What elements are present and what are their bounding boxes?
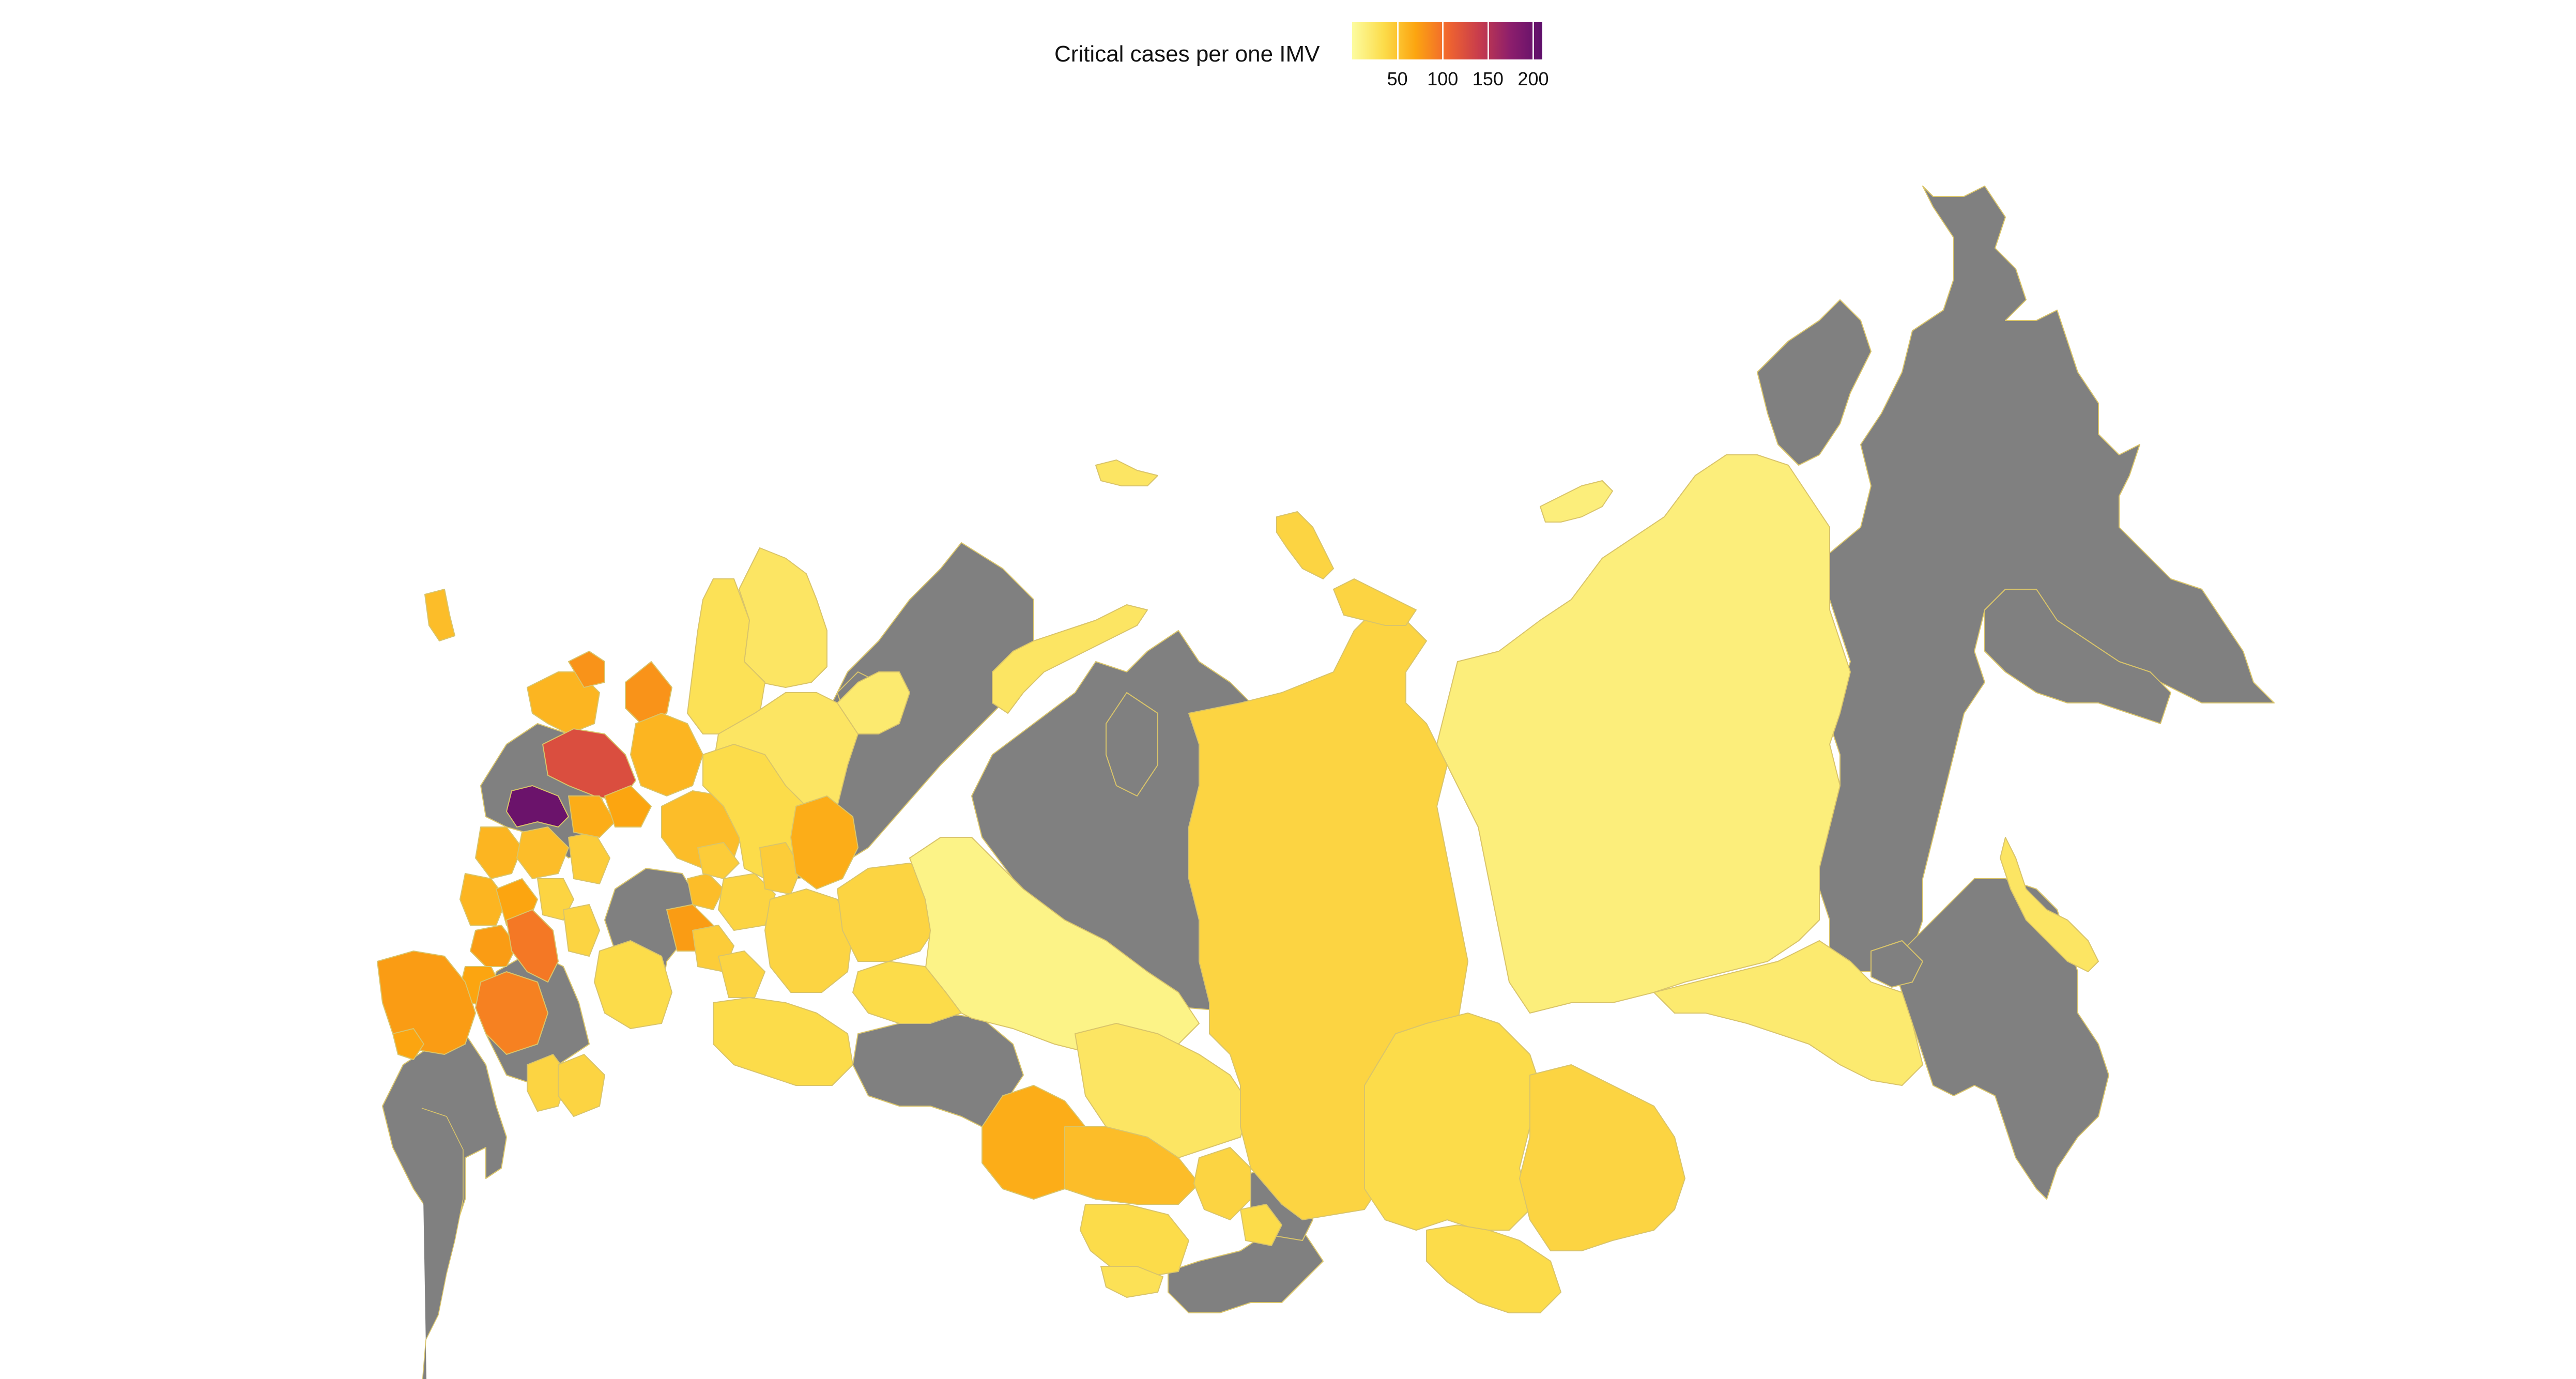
region-adygea — [392, 1028, 424, 1060]
region-tver — [625, 661, 672, 724]
region-altai-krai — [1080, 1204, 1189, 1277]
region-udmurtia — [759, 842, 802, 895]
legend-tick-label: 50 — [1387, 68, 1408, 89]
region-astrakhan — [558, 1054, 605, 1117]
region-bashkortostan — [764, 888, 853, 993]
region-irkutsk — [1364, 1013, 1541, 1231]
legend-tick-mark — [1532, 22, 1535, 59]
region-kaliningrad — [424, 589, 455, 641]
legend-title: Critical cases per one IMV — [1054, 41, 1320, 67]
region-sakha-yakutia — [1436, 454, 1851, 1014]
legend: Critical cases per one IMV 50 100 150 200 — [1054, 16, 1571, 98]
region-new-siberian-islands — [1540, 480, 1613, 523]
region-magadan — [1984, 589, 2171, 724]
region-tambov — [563, 904, 600, 957]
region-novosibirsk — [1064, 1126, 1200, 1205]
region-amur — [1653, 940, 1923, 1086]
region-chuvashia — [687, 873, 724, 910]
legend-tick-label: 150 — [1472, 68, 1504, 89]
region-zabaykalsky — [1519, 1064, 1685, 1251]
region-yamal-tip — [1106, 692, 1158, 796]
region-mari-el — [697, 842, 740, 879]
legend-tick-mark — [1442, 22, 1444, 59]
region-buryatia — [1426, 1224, 1561, 1313]
region-st-petersburg — [568, 651, 605, 688]
region-perm — [790, 795, 858, 890]
region-murmansk — [739, 547, 827, 688]
region-tuva — [1168, 1230, 1324, 1313]
region-novaya-zemlya — [992, 604, 1148, 714]
region-tula — [516, 826, 569, 879]
region-leningrad — [527, 671, 600, 734]
region-bryansk — [459, 873, 507, 926]
region-orenburg — [713, 997, 853, 1086]
legend-tick-label: 100 — [1427, 68, 1459, 89]
region-samara — [718, 951, 765, 998]
region-voronezh — [506, 909, 559, 983]
region-khakassia — [1240, 1204, 1282, 1246]
region-tyumen — [852, 961, 962, 1024]
region-rostov — [475, 971, 548, 1055]
legend-tick-mark — [1487, 22, 1489, 59]
region-khabarovsk-primorsky — [1891, 878, 2109, 1200]
region-vladimir — [568, 795, 616, 838]
region-taymyr-cape — [1333, 578, 1417, 626]
region-chukotka-peninsula — [1757, 299, 1872, 466]
region-ryazan — [568, 832, 610, 884]
region-jewish-ao — [1870, 940, 1923, 988]
region-krasnodar — [377, 951, 476, 1055]
region-altai-republic — [1100, 1266, 1163, 1298]
region-sakhalin — [2000, 837, 2099, 972]
legend-tick-mark — [1397, 22, 1399, 59]
region-tatarstan — [718, 873, 776, 931]
region-moscow — [506, 785, 569, 828]
region-nenets — [837, 671, 910, 734]
region-yaroslavl — [630, 713, 703, 796]
region-kaluga — [475, 826, 523, 879]
region-franz-josef-land — [1095, 459, 1158, 486]
region-severnaya-zemlya — [1276, 511, 1334, 579]
region-saratov — [594, 940, 672, 1029]
region-dagestan — [421, 1108, 464, 1379]
region-ivanovo — [604, 785, 652, 828]
region-far-east — [1819, 186, 2275, 972]
region-kursk — [470, 925, 517, 967]
legend-tick-label: 200 — [1517, 68, 1549, 89]
legend-color-bar — [1352, 22, 1542, 59]
